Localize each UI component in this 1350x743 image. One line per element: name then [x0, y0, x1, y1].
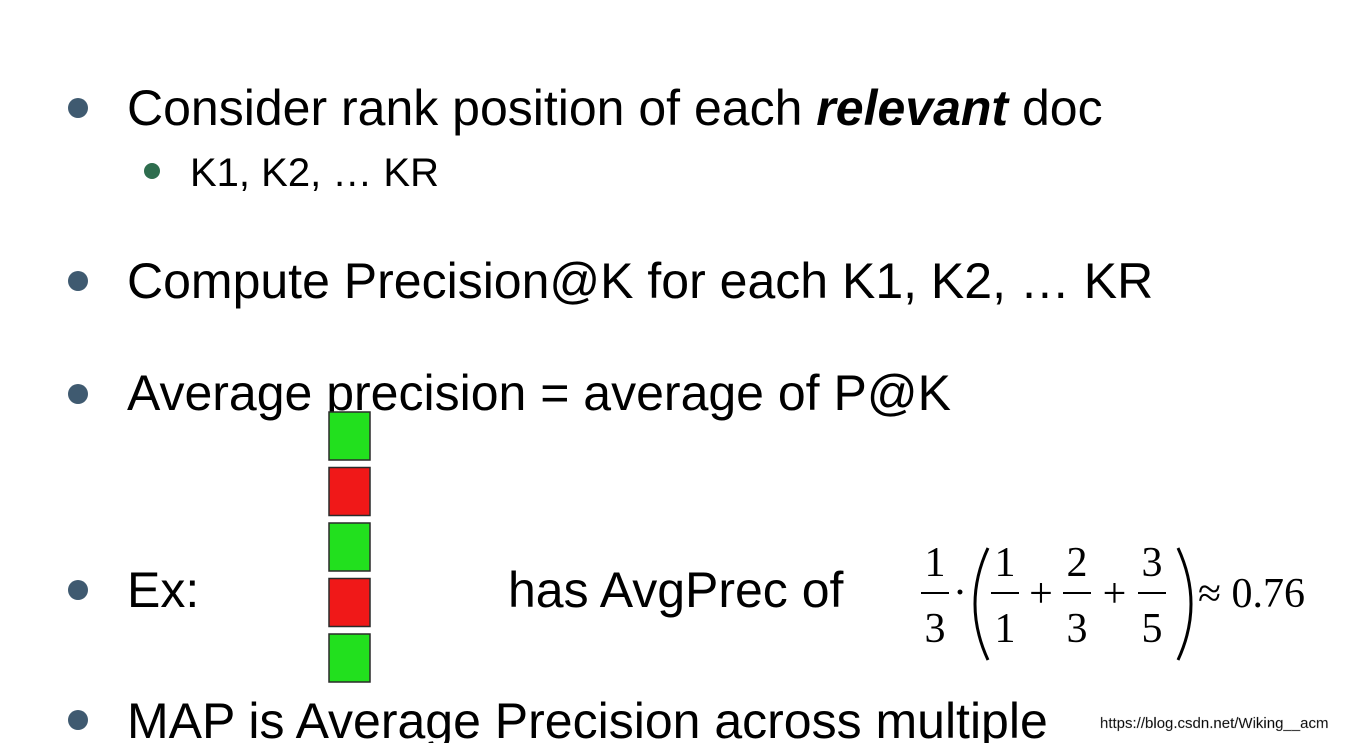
- dot: ·: [953, 570, 967, 616]
- watermark: https://blog.csdn.net/Wiking__acm: [1100, 715, 1328, 732]
- bullet-text: Compute Precision@K for each K1, K2, … K…: [127, 253, 1153, 309]
- bullet-dot: [68, 98, 88, 118]
- ranking-box: [328, 522, 371, 572]
- result: ≈ 0.76: [1198, 571, 1305, 617]
- ranking-box: [328, 466, 371, 517]
- text-part: Consider rank position of each: [127, 80, 816, 136]
- bullet-dot: [68, 271, 88, 291]
- numerator: 1: [995, 540, 1016, 586]
- bullet-dot: [68, 710, 88, 730]
- denominator: 5: [1142, 606, 1163, 652]
- ranking-box: [328, 633, 371, 683]
- numerator: 1: [925, 540, 946, 586]
- right-paren: [1176, 547, 1193, 661]
- bullet-text: Ex:: [127, 562, 199, 618]
- numerator: 2: [1067, 540, 1088, 586]
- left-paren: [973, 547, 990, 661]
- ranking-box: [328, 411, 371, 461]
- denominator: 3: [925, 606, 946, 652]
- bullet-text: MAP is Average Precision across multiple: [127, 693, 1048, 743]
- denominator: 3: [1067, 606, 1088, 652]
- bullet-text: Consider rank position of each relevant …: [127, 80, 1103, 136]
- text-part: doc: [1008, 80, 1103, 136]
- plus: +: [1029, 571, 1053, 617]
- terms: 1 1 2 3 +3 5 +: [991, 540, 1166, 652]
- bullet-text: has AvgPrec of: [508, 562, 844, 618]
- denominator: 1: [995, 606, 1016, 652]
- sub-bullet-dot: [144, 163, 160, 179]
- emphasis: relevant: [816, 80, 1010, 136]
- bullet-dot: [68, 384, 88, 404]
- sub-bullet-text: K1, K2, … KR: [190, 151, 439, 195]
- ranking-boxes: [328, 411, 371, 683]
- plus: +: [1103, 571, 1127, 617]
- ranking-box: [328, 577, 371, 628]
- bullet-text: Average precision = average of P@K: [127, 365, 951, 421]
- bullet-dot: [68, 580, 88, 600]
- formula: 1 3 · 1 1 2 3 +3 5 + ≈ 0.76: [921, 540, 1305, 661]
- numerator: 3: [1142, 540, 1163, 586]
